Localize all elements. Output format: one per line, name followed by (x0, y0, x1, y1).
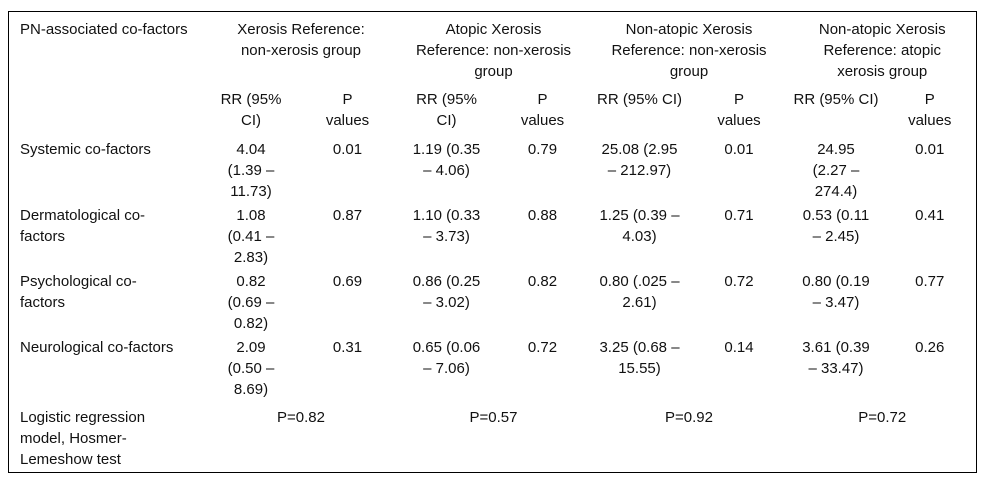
subheader-row: RR (95% CI) P values RR (95% CI) P value… (9, 88, 977, 137)
row-label-hosmer-lemeshow: Logistic regression model, Hosmer- Lemes… (20, 409, 146, 468)
subheader-rr-group2: RR (95% CI) (416, 91, 477, 129)
cell-dermatological-g3-rr: 1.25 (0.39 – 4.03) (599, 207, 680, 245)
table-row-systemic: Systemic co-factors 4.04 (1.39 – 11.73) … (9, 137, 977, 203)
cell-neurological-g1-p: 0.31 (332, 339, 363, 356)
subheader-rr-group3: RR (95% CI) (596, 91, 682, 108)
cell-neurological-g4-rr: 3.61 (0.39 – 33.47) (802, 339, 870, 377)
cell-psychological-g3-rr: 0.80 (.025 – 2.61) (599, 273, 680, 311)
row-label-dermatological: Dermatological co- factors (20, 207, 146, 245)
cell-dermatological-g2-p: 0.88 (527, 207, 558, 224)
cell-dermatological-g4-p: 0.41 (915, 207, 945, 224)
cell-neurological-g4-p: 0.26 (915, 339, 945, 356)
cell-psychological-g2-rr: 0.86 (0.25 – 3.02) (412, 273, 481, 311)
subheader-p-group1: P values (325, 91, 370, 129)
cell-psychological-g1-p: 0.69 (332, 273, 363, 290)
cell-systemic-g2-p: 0.79 (527, 141, 558, 158)
group-header-nonatopic-xerosis-vs-nonxerosis: Non-atopic Xerosis Reference: non-xerosi… (611, 21, 767, 80)
cell-dermatological-g4-rr: 0.53 (0.11 – 2.45) (802, 207, 870, 245)
cell-neurological-g3-p: 0.14 (724, 339, 754, 356)
group-header-atopic-xerosis: Atopic Xerosis Reference: non-xerosis gr… (415, 21, 572, 80)
table-row-psychological: Psychological co- factors 0.82 (0.69 – 0… (9, 269, 977, 335)
cell-systemic-g1-rr: 4.04 (1.39 – 11.73) (227, 141, 275, 200)
row-label-neurological: Neurological co-factors (20, 339, 174, 356)
row-label-psychological: Psychological co- factors (20, 273, 137, 311)
group-header-nonatopic-xerosis-vs-atopic: Non-atopic Xerosis Reference: atopic xer… (818, 21, 946, 80)
cell-systemic-g2-rr: 1.19 (0.35 – 4.06) (412, 141, 481, 179)
cell-psychological-g4-rr: 0.80 (0.19 – 3.47) (802, 273, 870, 311)
cell-hosmer-g3-p: P=0.92 (665, 409, 713, 426)
cell-systemic-g4-rr: 24.95 (2.27 – 274.4) (812, 141, 860, 200)
cell-systemic-g3-rr: 25.08 (2.95 – 212.97) (601, 141, 678, 179)
cell-systemic-g4-p: 0.01 (915, 141, 945, 158)
row-label-systemic: Systemic co-factors (20, 141, 151, 158)
table-row-neurological: Neurological co-factors 2.09 (0.50 – 8.6… (9, 335, 977, 401)
cofactors-table: PN-associated co-factors Xerosis Referen… (8, 11, 977, 473)
cell-dermatological-g1-p: 0.87 (332, 207, 363, 224)
subheader-p-group4: P values (908, 91, 952, 129)
subheader-p-group3: P values (717, 91, 761, 129)
cell-neurological-g2-rr: 0.65 (0.06 – 7.06) (412, 339, 481, 377)
cell-hosmer-g1-p: P=0.82 (277, 409, 325, 426)
subheader-rr-group1: RR (95% CI) (220, 91, 282, 129)
cell-hosmer-g4-p: P=0.72 (858, 409, 907, 426)
cell-dermatological-g1-rr: 1.08 (0.41 – 2.83) (227, 207, 275, 266)
cell-neurological-g3-rr: 3.25 (0.68 – 15.55) (599, 339, 680, 377)
cell-neurological-g1-rr: 2.09 (0.50 – 8.69) (227, 339, 275, 398)
table-row-hosmer-lemeshow: Logistic regression model, Hosmer- Lemes… (9, 401, 977, 473)
subheader-p-group2: P values (520, 91, 565, 129)
subheader-rr-group4: RR (95% CI) (793, 91, 879, 108)
cell-hosmer-g2-p: P=0.57 (469, 409, 518, 426)
cell-psychological-g2-p: 0.82 (527, 273, 558, 290)
group-header-xerosis: Xerosis Reference: non-xerosis group (237, 21, 365, 59)
cell-dermatological-g2-rr: 1.10 (0.33 – 3.73) (412, 207, 481, 245)
cell-neurological-g2-p: 0.72 (527, 339, 558, 356)
table-row-dermatological: Dermatological co- factors 1.08 (0.41 – … (9, 203, 977, 269)
cell-psychological-g1-rr: 0.82 (0.69 – 0.82) (227, 273, 275, 332)
cell-dermatological-g3-p: 0.71 (724, 207, 754, 224)
cell-systemic-g1-p: 0.01 (332, 141, 363, 158)
column-header-cofactors: PN-associated co-factors (20, 21, 188, 38)
cell-psychological-g4-p: 0.77 (915, 273, 945, 290)
cell-psychological-g3-p: 0.72 (724, 273, 754, 290)
group-header-row: PN-associated co-factors Xerosis Referen… (9, 12, 977, 89)
cell-systemic-g3-p: 0.01 (724, 141, 754, 158)
